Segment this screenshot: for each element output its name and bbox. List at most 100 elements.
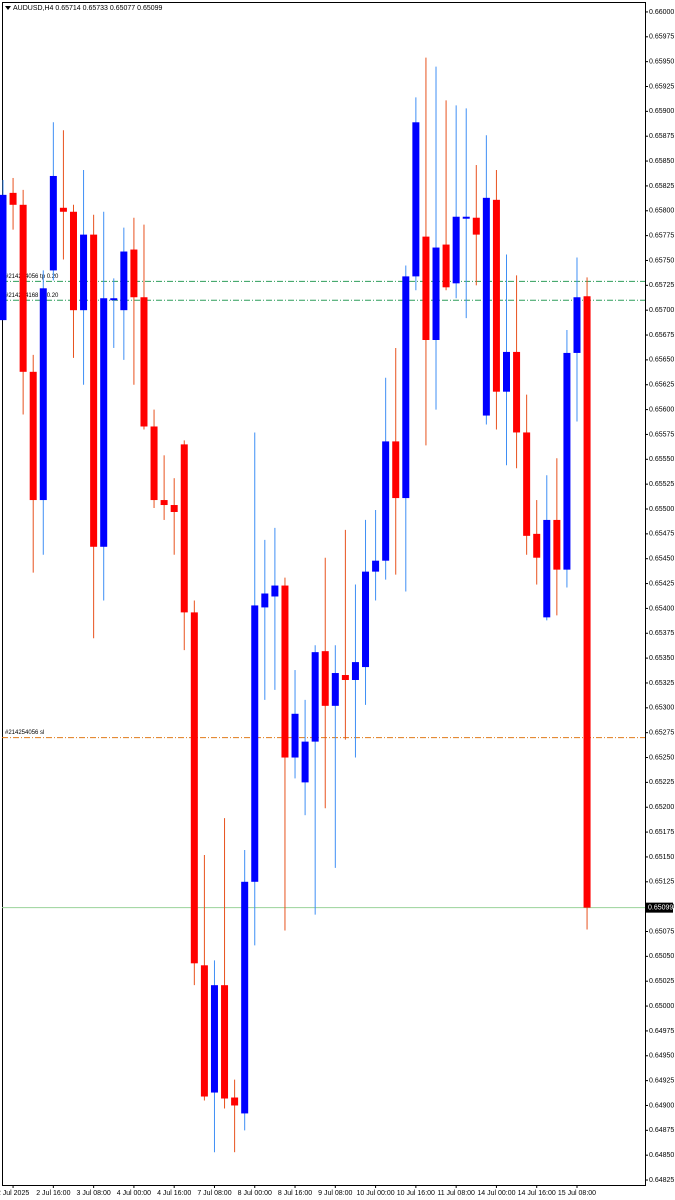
y-tick-label: 0.64850 (649, 1152, 674, 1159)
x-tick-label: 8 Jul 00:00 (238, 1190, 272, 1197)
candle-body (29, 371, 37, 501)
y-tick-label: 0.64825 (649, 1177, 674, 1184)
candle-body (362, 571, 370, 668)
candle-body (200, 965, 208, 1097)
candle-body (221, 985, 229, 1099)
y-tick-label: 0.65325 (649, 680, 674, 687)
y-tick-label: 0.65375 (649, 630, 674, 637)
y-tick-label: 0.64975 (649, 1028, 674, 1035)
y-tick-label: 0.65275 (649, 730, 674, 737)
candle-body (241, 881, 249, 1114)
y-tick-label: 0.65475 (649, 531, 674, 538)
x-tick-label: 8 Jul 16:00 (278, 1190, 312, 1197)
candle-body (210, 985, 218, 1093)
candle-body (190, 612, 198, 964)
x-tick-label: 14 Jul 00:00 (477, 1190, 515, 1197)
candle-body (59, 207, 67, 212)
y-tick-label: 0.65150 (649, 854, 674, 861)
candle-body (261, 593, 269, 608)
x-tick-label: 7 Jul 08:00 (197, 1190, 231, 1197)
menu-triangle[interactable] (5, 6, 11, 10)
y-tick-label: 0.65700 (649, 307, 674, 314)
order-label: #214254056 sl (5, 730, 44, 736)
candle-body (281, 585, 289, 758)
y-tick-label: 0.64900 (649, 1102, 674, 1109)
candle-body (231, 1097, 239, 1106)
candle-body (49, 175, 57, 271)
y-tick-label: 0.65300 (649, 705, 674, 712)
candle-body (412, 122, 420, 277)
candle-body (382, 441, 390, 561)
x-tick-label: 3 Jul 08:00 (77, 1190, 111, 1197)
y-tick-label: 0.65800 (649, 208, 674, 215)
candle-body (251, 605, 259, 882)
x-tick-label: 15 Jul 08:00 (558, 1190, 596, 1197)
x-tick-label: 4 Jul 00:00 (117, 1190, 151, 1197)
y-tick-label: 0.65125 (649, 879, 674, 886)
candle-body (523, 432, 531, 536)
y-tick-label: 0.65750 (649, 257, 674, 264)
candle-body (452, 216, 460, 284)
y-tick-label: 0.65725 (649, 282, 674, 289)
candle-body (271, 585, 279, 597)
y-tick-label: 0.65575 (649, 431, 674, 438)
candle-body (583, 296, 591, 908)
candle-body (39, 288, 47, 501)
candle-body (351, 662, 359, 680)
y-tick-label: 0.65000 (649, 1003, 674, 1010)
plot-frame (2, 2, 646, 1186)
y-tick-label: 0.65425 (649, 580, 674, 587)
candle-body (170, 505, 178, 512)
candle-body (442, 244, 450, 288)
candle-body (100, 298, 108, 547)
y-tick-label: 0.65450 (649, 556, 674, 563)
x-tick-label: 4 Jul 16:00 (157, 1190, 191, 1197)
candle-body (533, 533, 541, 558)
candle-body (130, 249, 138, 298)
candle-body (140, 297, 148, 427)
y-tick-label: 0.65025 (649, 978, 674, 985)
x-tick-label: 10 Jul 00:00 (357, 1190, 395, 1197)
y-tick-label: 0.65200 (649, 804, 674, 811)
y-tick-label: 0.65975 (649, 34, 674, 41)
y-tick-label: 0.65650 (649, 357, 674, 364)
x-tick-label: 2 Jul 16:00 (36, 1190, 70, 1197)
y-tick-label: 0.65875 (649, 133, 674, 140)
candle-body (120, 251, 128, 311)
x-tick-label: 10 Jul 16:00 (397, 1190, 435, 1197)
candle-body (563, 352, 571, 570)
candle-body (402, 276, 410, 499)
candle-body (0, 194, 7, 321)
y-tick-label: 0.65400 (649, 605, 674, 612)
candle-body (422, 236, 430, 340)
candle-body (392, 441, 400, 499)
candle-body (492, 199, 500, 392)
y-tick-label: 0.65525 (649, 481, 674, 488)
y-tick-label: 0.64875 (649, 1127, 674, 1134)
candle-body (482, 197, 490, 416)
candle-body (341, 675, 349, 680)
y-tick-label: 0.65550 (649, 456, 674, 463)
y-tick-label: 0.65850 (649, 158, 674, 165)
y-tick-label: 0.65225 (649, 779, 674, 786)
y-tick-label: 0.65775 (649, 232, 674, 239)
candle-body (553, 519, 561, 570)
y-tick-label: 0.65500 (649, 506, 674, 513)
y-tick-label: 0.65625 (649, 382, 674, 389)
candle-body (331, 673, 339, 706)
y-tick-label: 0.65950 (649, 58, 674, 65)
bid-box (646, 902, 673, 913)
candle-body (321, 651, 329, 706)
y-tick-label: 0.65350 (649, 655, 674, 662)
candle-body (80, 234, 88, 311)
x-tick-label: 2 Jul 2025 (0, 1190, 29, 1197)
y-tick-label: 0.65825 (649, 183, 674, 190)
y-tick-label: 0.65900 (649, 108, 674, 115)
y-tick-label: 0.64950 (649, 1053, 674, 1060)
order-label: #214254056 tp 0.20 (5, 274, 59, 280)
order-label: #214254168 tp 0.20 (5, 293, 59, 299)
candle-body (472, 217, 480, 235)
x-tick-label: 14 Jul 16:00 (518, 1190, 556, 1197)
